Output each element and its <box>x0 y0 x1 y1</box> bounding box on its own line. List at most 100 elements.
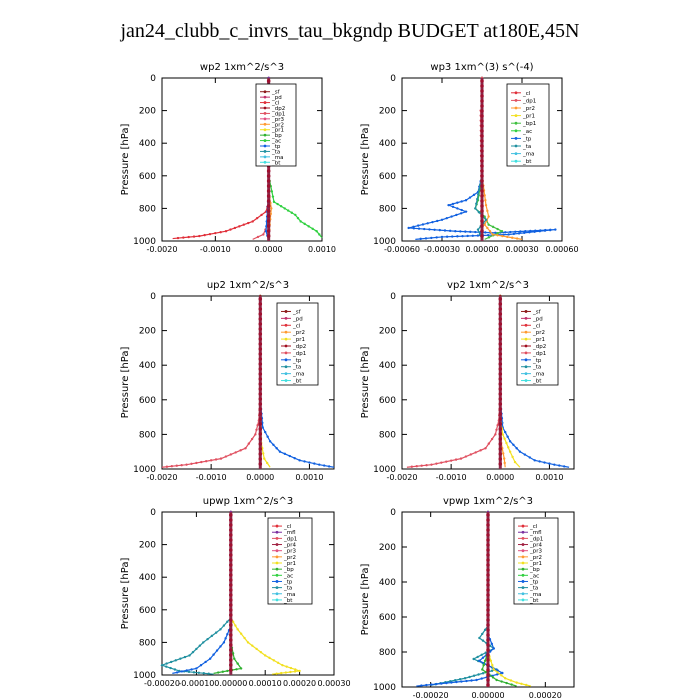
zero-profile-point <box>498 437 503 441</box>
zero-profile-point <box>486 658 490 662</box>
series-point <box>246 641 250 644</box>
series-point <box>174 659 177 662</box>
series-point <box>481 656 485 659</box>
series-point <box>205 460 208 463</box>
series-point <box>512 232 516 236</box>
legend-entry: _bp1 <box>522 121 536 127</box>
y-tick-label: 0 <box>390 508 396 518</box>
series-point <box>435 462 438 465</box>
series-point <box>233 657 236 660</box>
series-point <box>443 229 447 232</box>
zero-profile-point <box>229 608 233 612</box>
legend-entry: _pr2 <box>271 122 284 128</box>
series-point <box>474 207 477 210</box>
x-tick-label: -0.00010 <box>178 679 214 688</box>
series-point <box>270 207 273 210</box>
series-point <box>280 671 283 675</box>
zero-profile-point <box>266 234 271 238</box>
series-point <box>490 437 494 441</box>
series-point <box>428 228 431 231</box>
series-point <box>214 458 218 461</box>
series-point <box>435 236 438 239</box>
zero-profile-point <box>258 347 263 351</box>
zero-profile-point <box>229 623 233 627</box>
series-point <box>533 459 536 462</box>
series-point <box>487 236 491 239</box>
zero-profile-point <box>229 578 233 582</box>
zero-profile-point <box>498 337 503 341</box>
series-point <box>229 453 232 456</box>
series-point <box>283 452 287 456</box>
zero-profile-point <box>229 523 233 527</box>
series-point <box>509 679 513 682</box>
series-point <box>487 223 490 226</box>
series-point <box>474 230 477 234</box>
legend-entry: _dp2 <box>292 344 306 350</box>
series-point <box>492 668 495 671</box>
series-point <box>239 632 243 635</box>
panel-title: upwp 1xm^2/s^3 <box>203 496 293 507</box>
zero-profile-point <box>258 387 263 391</box>
legend-entry: _tp <box>522 136 532 142</box>
zero-profile-point <box>258 342 263 346</box>
series-point <box>244 447 247 450</box>
x-tick-label: 0.00020 <box>529 691 562 700</box>
series-point <box>420 684 423 687</box>
y-tick-label: 1000 <box>373 237 396 247</box>
x-tick-label: -0.00030 <box>424 245 460 254</box>
legend-entry: _pr1 <box>529 561 542 567</box>
series-point <box>505 441 508 445</box>
legend-marker <box>524 379 528 382</box>
zero-profile-point <box>229 603 233 607</box>
zero-profile-point <box>229 618 233 622</box>
legend-entry: _ma <box>522 152 534 158</box>
legend-marker <box>524 351 528 355</box>
legend-entry: _ma <box>529 592 541 598</box>
series-point <box>504 677 507 680</box>
series-point <box>431 220 434 224</box>
series-point <box>183 655 187 659</box>
legend-entry: _cl <box>292 323 301 329</box>
zero-profile-point <box>229 533 233 537</box>
legend-marker <box>514 159 518 163</box>
series-point <box>261 426 264 429</box>
series-point <box>509 230 512 234</box>
plot-frame <box>161 77 323 242</box>
series-point <box>456 201 459 204</box>
y-tick-label: 400 <box>379 139 396 149</box>
legend-marker <box>521 598 525 602</box>
zero-profile-point <box>498 327 503 331</box>
legend-marker <box>284 330 288 334</box>
series-point <box>327 465 331 468</box>
legend-marker <box>524 310 528 313</box>
x-tick-label: 0.00060 <box>545 245 578 254</box>
zero-profile-point <box>266 184 271 188</box>
series-point <box>299 220 302 223</box>
series-point <box>410 465 414 468</box>
series-point <box>298 459 301 462</box>
legend-entry: _pr2 <box>522 106 535 112</box>
series-point <box>424 237 428 240</box>
series-point <box>256 235 260 239</box>
y-tick-label: 200 <box>379 327 396 337</box>
legend-marker <box>275 598 279 602</box>
series-point <box>474 451 477 454</box>
series-point <box>185 669 188 672</box>
y-tick-label: 800 <box>379 648 396 658</box>
series-point <box>484 199 487 202</box>
series-point <box>190 462 193 466</box>
zero-profile-point <box>480 199 484 203</box>
legend-entry: _bp <box>529 567 540 573</box>
legend-marker <box>284 323 288 327</box>
series-point <box>496 423 499 427</box>
y-tick-label: 0 <box>150 74 156 84</box>
series-point <box>275 672 278 675</box>
y-axis-label: Pressure [hPa] <box>360 124 371 196</box>
x-tick-label: -0.0010 <box>436 473 467 482</box>
zero-profile-point <box>480 229 484 233</box>
x-tick-label: -0.0010 <box>196 473 227 482</box>
legend-marker <box>284 379 288 382</box>
series-point <box>505 681 508 685</box>
zero-profile-point <box>498 312 503 316</box>
series-point <box>259 650 263 654</box>
